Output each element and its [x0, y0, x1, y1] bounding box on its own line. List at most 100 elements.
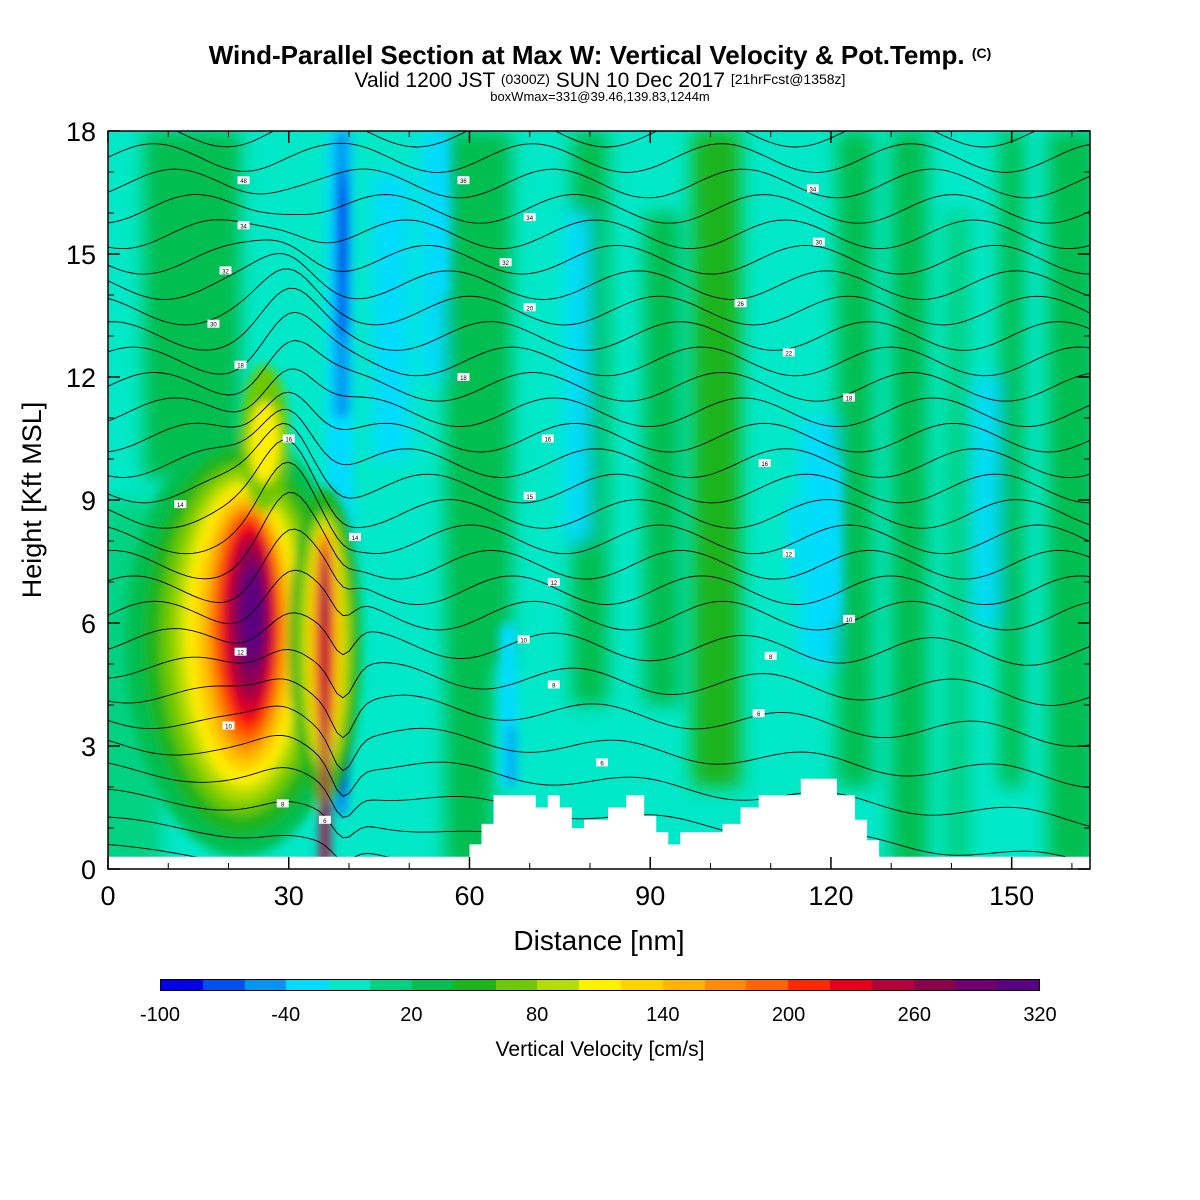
y-tick-label: 9 [81, 486, 96, 516]
theta-label-text: 12 [785, 552, 792, 558]
theta-label-text: 14 [352, 536, 359, 542]
theta-label-bg [812, 237, 825, 246]
theta-contour-line [108, 422, 1090, 504]
theta-label: 12 [234, 647, 247, 657]
theta-label-bg [457, 373, 470, 381]
valid-date: SUN 10 Dec 2017 [555, 69, 725, 92]
theta-label-bg [758, 459, 771, 468]
field-band [999, 131, 1024, 787]
colorbar-swatch [997, 980, 1040, 990]
theta-contour-line [108, 111, 1090, 122]
theta-label-text: 8 [552, 684, 556, 690]
theta-label-text: 10 [225, 725, 232, 731]
colorbar-swatch [662, 980, 705, 990]
theta-label: 22 [782, 348, 795, 357]
theta-label-text: 6 [757, 712, 761, 718]
theta-label: 30 [207, 319, 220, 329]
theta-contour-line [108, 219, 1090, 250]
theta-label: 14 [349, 532, 362, 542]
y-tick-label: 0 [81, 855, 96, 885]
theta-label-text: 30 [210, 323, 217, 329]
colorbar-swatch [328, 980, 371, 990]
theta-label-text: 16 [761, 462, 768, 468]
downdraft-core [431, 131, 448, 295]
y-tick-label: 18 [66, 117, 96, 147]
field-band [975, 377, 1000, 623]
y-axis-label: Height [Kft MSL] [17, 402, 47, 599]
updraft-contour [242, 573, 263, 656]
theta-label-text: 20 [526, 306, 533, 312]
theta-label-bg [782, 549, 795, 558]
field-band [565, 213, 590, 541]
theta-label-bg [752, 709, 765, 718]
theta-label: 26 [734, 299, 747, 308]
theta-label-text: 32 [222, 269, 229, 275]
theta-contour-line [108, 142, 1090, 173]
theta-contour-line [175, 131, 1037, 148]
theta-label-bg [547, 680, 560, 689]
theta-label-text: 10 [846, 618, 853, 624]
theta-label: 8 [276, 799, 289, 808]
theta-label-text: 15 [526, 495, 533, 501]
theta-label-bg [207, 319, 220, 328]
y-tick-label: 15 [66, 240, 96, 270]
theta-contour-line [108, 253, 1090, 300]
theta-label-text: 36 [460, 179, 467, 185]
colorbar-swatch [871, 980, 914, 990]
y-tick-label: 6 [81, 609, 96, 639]
theta-label-text: 30 [816, 241, 823, 247]
theta-contour-line [108, 569, 1090, 631]
theta-label-bg [318, 815, 331, 824]
field-band [373, 172, 410, 459]
theta-contour-line [108, 491, 1090, 580]
theta-label-text: 16 [285, 438, 292, 444]
theta-label: 12 [547, 578, 560, 587]
theta-label-text: 18 [237, 364, 244, 370]
theta-contour-line [108, 287, 1090, 351]
theta-contour-line [108, 734, 1090, 827]
chart-title: Wind-Parallel Section at Max W: Vertical… [0, 38, 1200, 70]
theta-label-text: 10 [520, 638, 527, 644]
theta-contour-line [108, 239, 1090, 275]
theta-label: 34 [523, 213, 536, 222]
field-band [945, 213, 970, 869]
colorbar-tick-label: 80 [526, 1004, 549, 1026]
x-tick-label: 30 [274, 881, 304, 911]
theta-label-text: 14 [177, 503, 184, 509]
field-band [836, 131, 874, 787]
theta-label: 8 [764, 651, 777, 661]
theta-label-bg [234, 360, 247, 369]
colorbar-swatch [704, 980, 747, 990]
theta-label: 16 [758, 459, 771, 468]
theta-label: 34 [237, 221, 250, 230]
chart-subtitle: Valid 1200 JST (0300Z) SUN 10 Dec 2017 [… [0, 69, 1200, 92]
theta-contour-line [108, 340, 1090, 402]
theta-label-text: 16 [544, 438, 551, 444]
theta-label: 8 [547, 680, 560, 690]
x-tick-label: 120 [808, 881, 853, 911]
theta-label-text: 18 [846, 397, 853, 403]
theta-label-bg [523, 213, 536, 222]
theta-label-bg [843, 393, 856, 402]
theta-label-bg [806, 184, 819, 193]
theta-label-bg [237, 221, 250, 230]
theta-label-bg [457, 176, 470, 185]
theta-contour-line [108, 391, 1090, 453]
theta-label-bg [843, 614, 856, 623]
theta-contour-line [108, 368, 1090, 428]
theta-label-text: 48 [240, 179, 247, 185]
downdraft-core [788, 500, 801, 582]
theta-label-text: 6 [600, 761, 604, 767]
theta-label: 6 [596, 758, 609, 767]
theta-label-bg [782, 348, 795, 357]
theta-label-bg [517, 635, 530, 644]
x-tick-label: 150 [989, 881, 1034, 911]
updraft-contour [249, 401, 280, 484]
vertical-velocity-field [108, 131, 1090, 869]
theta-label: 6 [752, 709, 765, 718]
colorbar-swatch [411, 980, 454, 990]
updraft-cores [125, 364, 362, 869]
colorbar-swatch [620, 980, 663, 990]
colorbar-swatch [244, 980, 287, 990]
colorbar-swatch [161, 980, 203, 990]
